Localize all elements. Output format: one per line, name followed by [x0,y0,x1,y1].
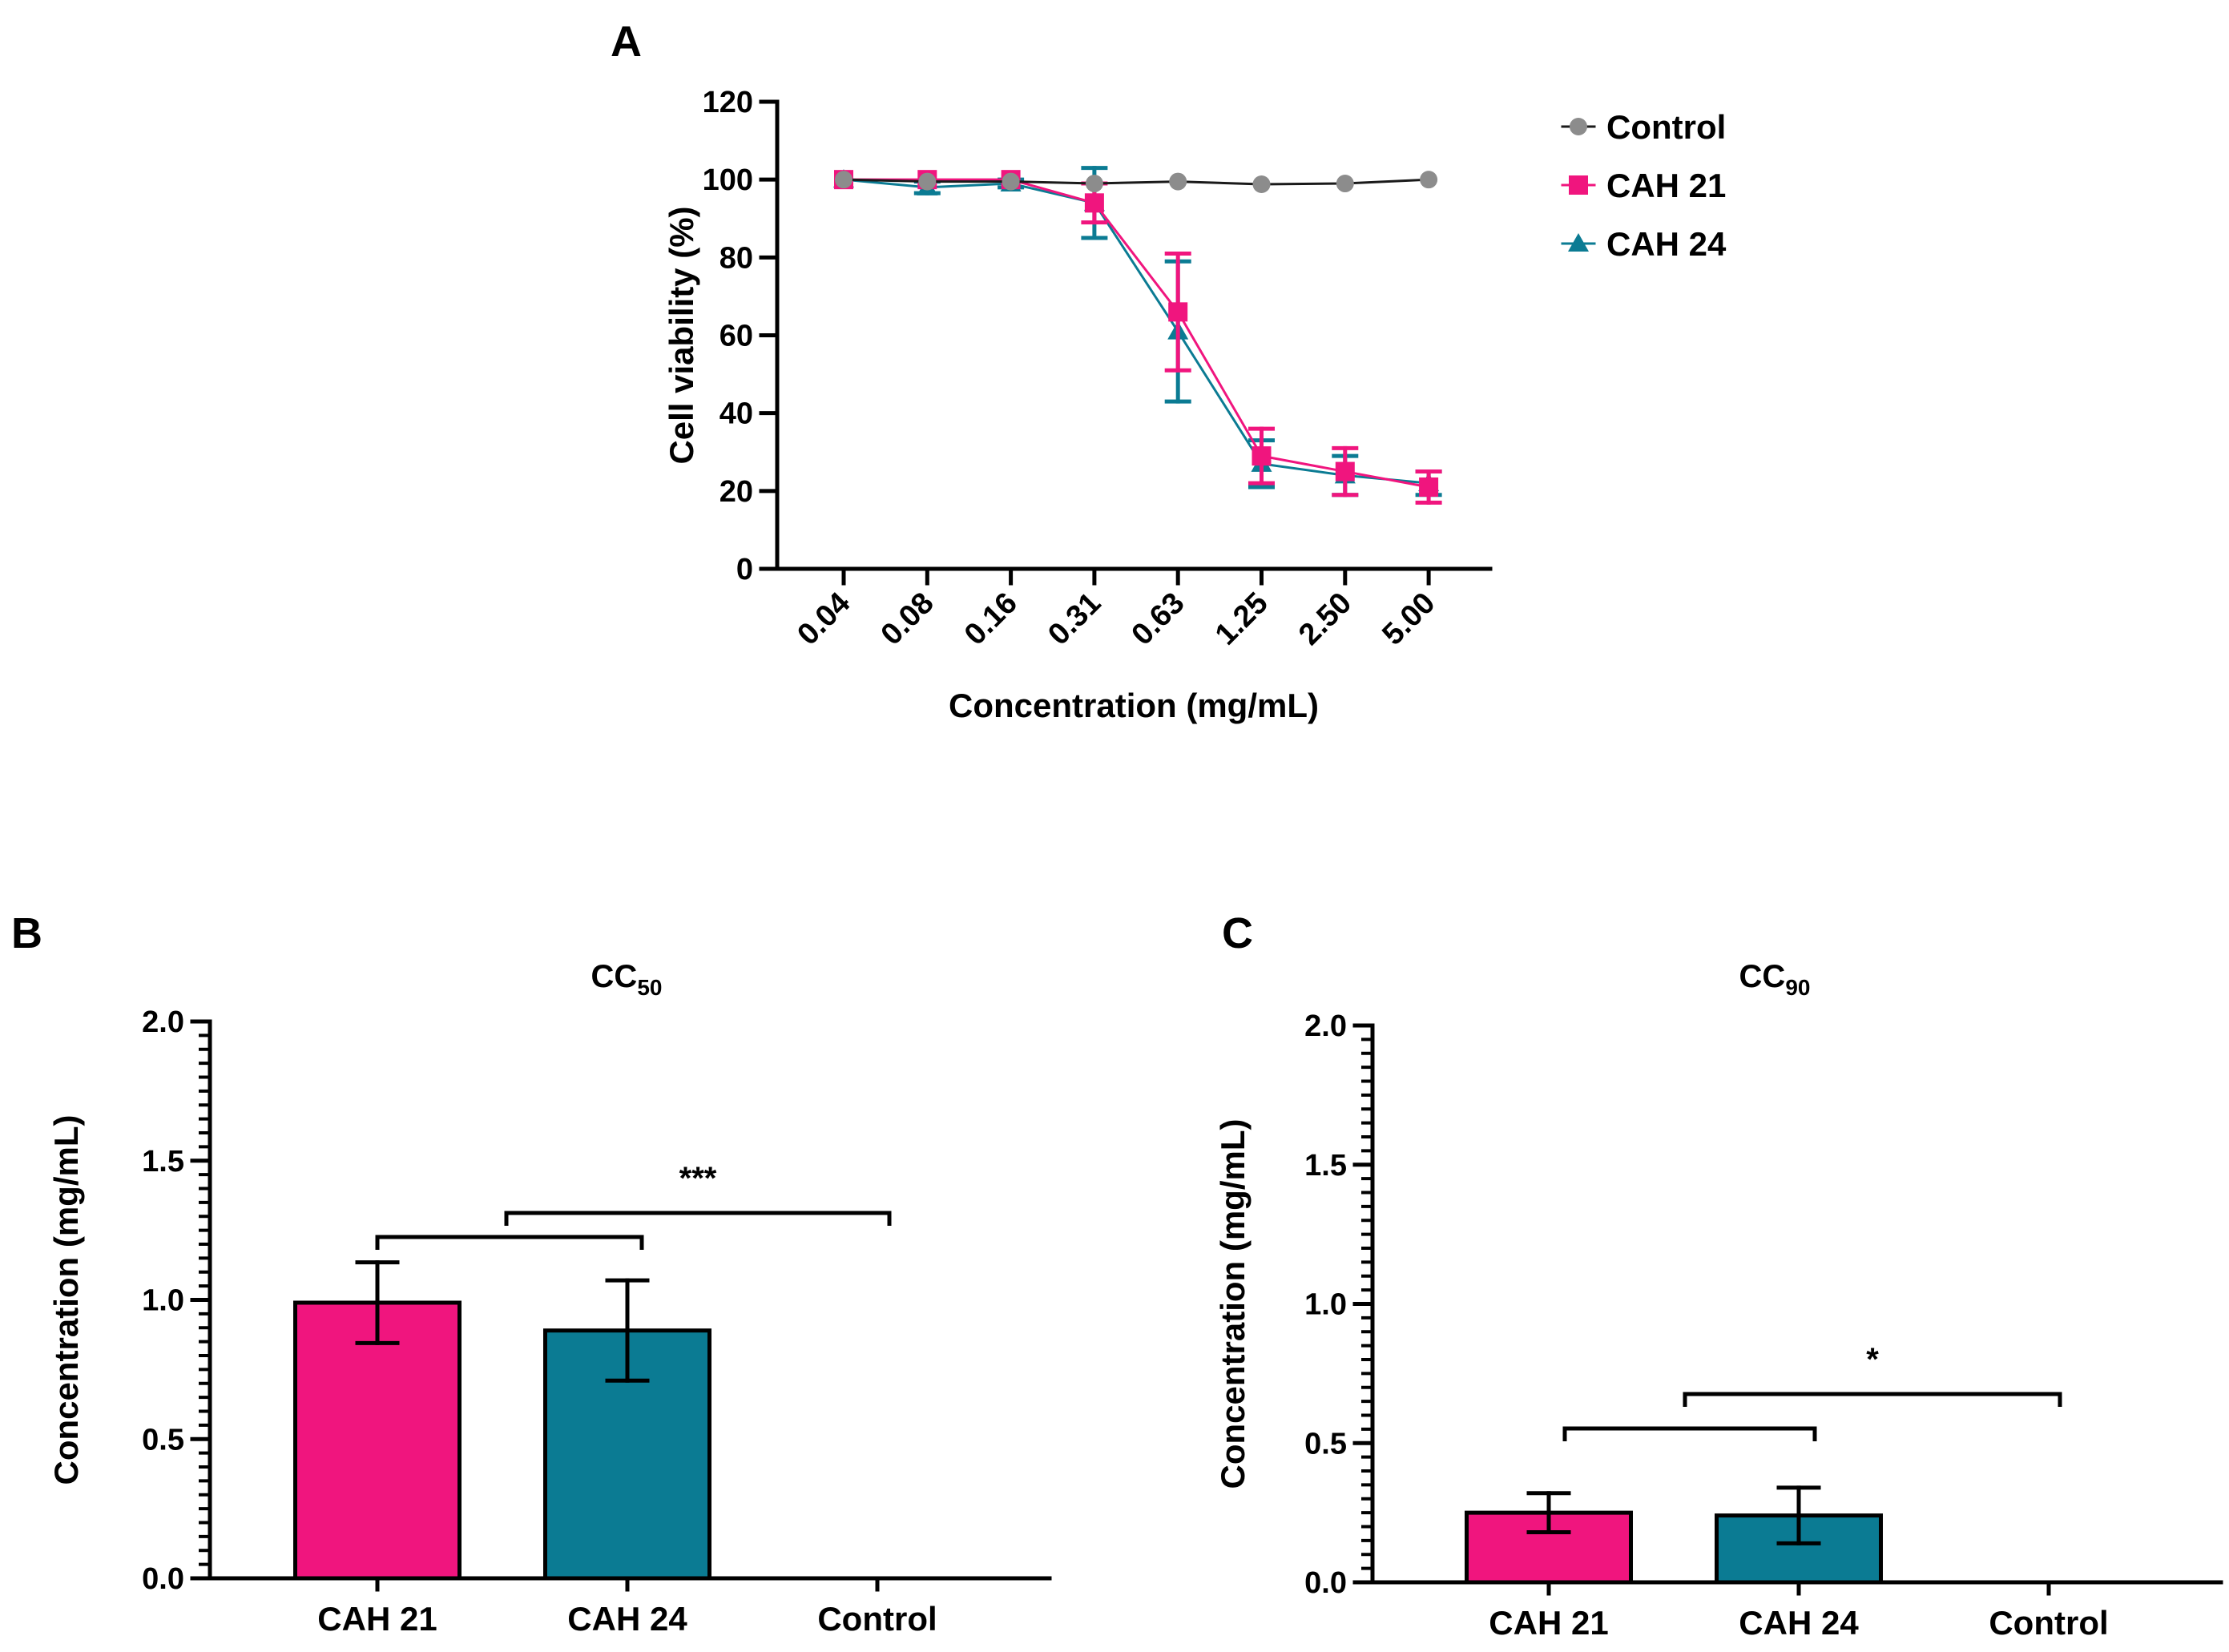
significance-label-b: *** [679,1161,717,1196]
plot-title-c: CC90 [1739,959,1811,1000]
data-point-cah-21 [1335,461,1355,481]
x-tick-label-c: Control [1989,1604,2108,1642]
data-point-control [835,171,853,189]
series-line-control [843,178,1429,186]
data-point-cah-21 [1168,302,1188,322]
data-point-cah-21 [1419,477,1439,497]
x-tick-label-b: CAH 24 [567,1600,687,1638]
bar-cah-21 [293,1300,462,1581]
y-tick-label-a: 100 [703,163,753,197]
y-axis-title-a: Cell viability (%) [663,206,700,464]
data-point-control [918,172,937,191]
data-point-control [1002,172,1020,191]
y-tick-label-a: 80 [719,241,753,275]
y-tick-label-a: 0 [736,553,753,586]
x-tick-label-c: CAH 24 [1739,1604,1859,1642]
legend-label: CAH 24 [1606,225,1727,263]
data-point-control [1169,172,1187,191]
y-tick-label-b: 2.0 [142,1005,184,1039]
y-tick-label-c: 1.0 [1304,1288,1347,1322]
legend-label: Control [1606,108,1726,146]
series-line-cah-21 [844,178,1429,489]
data-point-cah-21 [1084,193,1104,213]
legend-marker-control [1570,118,1587,135]
y-tick-label-c: 2.0 [1304,1009,1347,1043]
y-tick-label-a: 60 [719,320,753,353]
data-point-control [1336,175,1354,193]
y-axis-title-c: Concentration (mg/mL) [1214,1119,1252,1489]
x-tick-label-b: CAH 21 [317,1600,437,1638]
y-tick-label-a: 120 [703,86,753,119]
y-tick-label-b: 0.0 [142,1562,184,1596]
x-tick-label-a: 0.63 [1126,586,1191,652]
significance-bracket-outer-c [1683,1392,2062,1407]
x-tick-label-b: Control [817,1600,937,1638]
x-axis-title-a: Concentration (mg/mL) [949,687,1319,724]
x-tick-label-a: 0.16 [958,586,1024,652]
x-tick-label-a: 5.00 [1376,586,1441,652]
data-point-cah-21 [1252,446,1272,466]
series-line-cah-24 [843,178,1429,485]
data-point-control [1420,171,1438,189]
y-tick-label-a: 40 [719,397,753,431]
panel-label-b: B [11,909,42,957]
panel-label-c: C [1222,909,1253,957]
x-tick-label-a: 0.04 [791,586,857,652]
x-tick-label-a: 0.31 [1042,586,1107,652]
significance-bracket-inner-c [1562,1426,1817,1441]
data-point-control [1085,175,1103,193]
y-tick-label-c: 1.5 [1304,1149,1347,1183]
legend-label: CAH 21 [1606,167,1726,204]
panel-label-a: A [611,18,642,66]
x-tick-label-a: 0.08 [875,586,941,652]
y-tick-label-a: 20 [719,475,753,509]
legend-marker-cah-21 [1569,175,1588,195]
x-tick-label-c: CAH 21 [1489,1604,1608,1642]
data-point-control [1252,175,1271,193]
y-tick-label-b: 0.5 [142,1423,184,1457]
y-axis-title-b: Concentration (mg/mL) [47,1115,85,1485]
legend-marker-cah-24 [1568,233,1589,252]
x-tick-label-a: 2.50 [1292,586,1358,652]
significance-label-c: * [1866,1342,1879,1377]
plot-title-b: CC50 [591,959,663,1000]
y-tick-label-b: 1.5 [142,1145,184,1179]
y-tick-label-b: 1.0 [142,1284,184,1318]
y-tick-label-c: 0.5 [1304,1427,1347,1461]
y-tick-label-c: 0.0 [1304,1566,1347,1600]
significance-bracket-inner-b [375,1235,644,1250]
x-tick-label-a: 1.25 [1209,586,1275,652]
significance-bracket-outer-b [504,1211,892,1226]
